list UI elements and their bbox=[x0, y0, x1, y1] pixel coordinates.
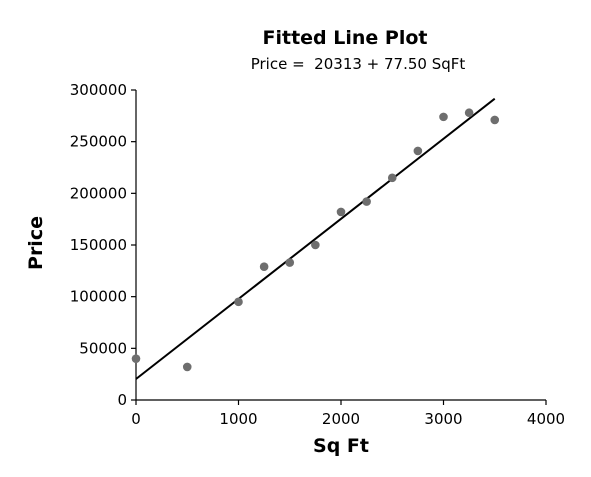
y-axis-label: Price bbox=[25, 216, 47, 270]
fitted-regression-line bbox=[135, 97, 496, 380]
points-layer bbox=[131, 108, 500, 372]
x-tick-label: 2000 bbox=[322, 410, 360, 428]
x-tick-label: 3000 bbox=[424, 410, 462, 428]
y-tick-label: 150000 bbox=[70, 236, 127, 254]
x-tick-label: 1000 bbox=[219, 410, 257, 428]
data-point bbox=[362, 197, 371, 206]
fit-line-layer bbox=[135, 97, 496, 380]
y-tick-label: 0 bbox=[117, 391, 127, 409]
y-tick-label: 250000 bbox=[70, 133, 127, 151]
data-point bbox=[464, 108, 474, 118]
y-tick-label: 50000 bbox=[79, 339, 127, 357]
x-tick-label: 0 bbox=[131, 410, 141, 428]
data-point bbox=[234, 297, 243, 307]
data-point bbox=[490, 115, 500, 125]
chart-subtitle: Price = 20313 + 77.50 SqFt bbox=[251, 55, 466, 73]
data-point bbox=[131, 354, 141, 363]
x-axis-label: Sq Ft bbox=[313, 435, 369, 457]
chart-title: Fitted Line Plot bbox=[263, 27, 428, 49]
y-tick-label: 100000 bbox=[70, 288, 127, 306]
axes: 0 1000 2000 3000 4000 0 50000 100000 150000 20000… bbox=[70, 81, 565, 428]
data-point bbox=[259, 262, 269, 272]
x-tick-label: 4000 bbox=[527, 410, 565, 428]
data-point bbox=[285, 258, 295, 267]
y-tick-label: 200000 bbox=[70, 184, 127, 202]
data-point bbox=[336, 207, 346, 217]
data-point bbox=[387, 173, 397, 183]
y-tick-label: 300000 bbox=[70, 81, 127, 99]
data-point bbox=[413, 146, 423, 156]
data-point bbox=[182, 362, 192, 372]
data-point bbox=[439, 112, 448, 122]
data-point bbox=[311, 240, 320, 250]
